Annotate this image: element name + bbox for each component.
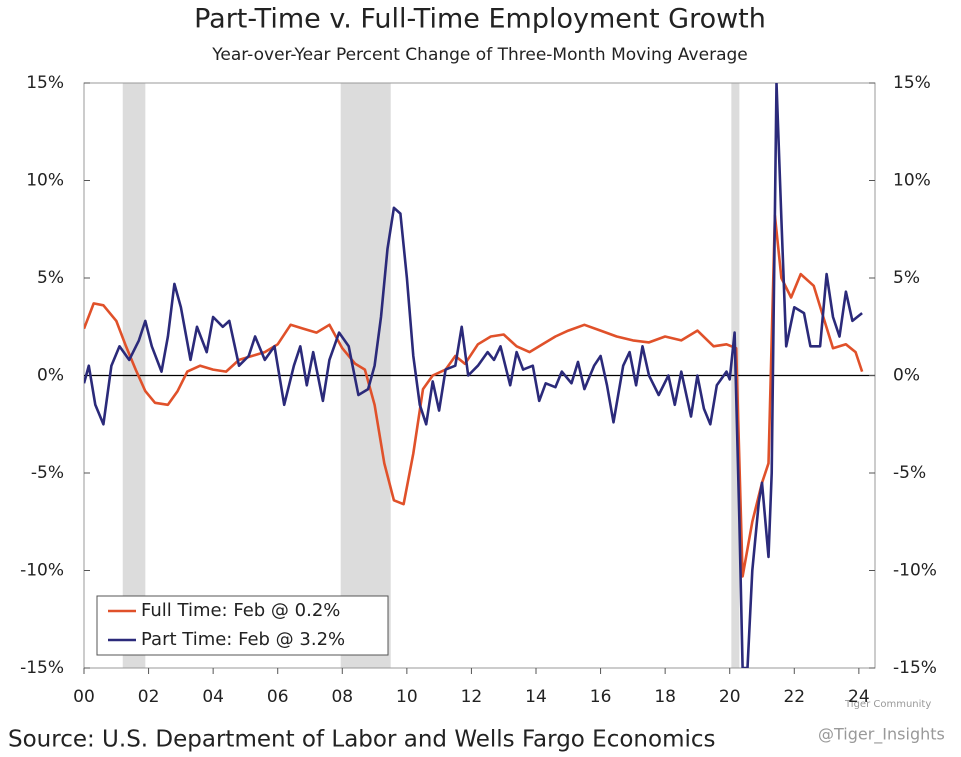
legend-box [96, 595, 389, 656]
y2-tick-label: -15% [893, 658, 937, 678]
x-tick-label: 12 [461, 687, 483, 707]
source: Source: U.S. Department of Labor and Wel… [8, 727, 716, 753]
y-tick-label: 0% [37, 366, 64, 386]
axes: -15% -10% -5% 0% 5% 10% 15% -15% -10% -5% 0% 5% 10% 1… [20, 73, 937, 707]
lines [84, 83, 864, 668]
x-tick-label: 02 [138, 687, 160, 707]
series-line [84, 214, 864, 578]
y-tick-label: 15% [26, 73, 64, 93]
y-tick-label: -5% [31, 463, 64, 483]
chart-subtitle: Year-over-Year Percent Change of Three-M… [211, 45, 747, 65]
y2-tick-label: 5% [893, 268, 920, 288]
x-tick-label: 06 [267, 687, 289, 707]
chart-title: Part-Time v. Full-Time Employment Growth [194, 4, 766, 35]
x-tick-label: 22 [783, 687, 805, 707]
x-tick-label: 16 [590, 687, 612, 707]
x-tick-label: 04 [202, 687, 224, 707]
y-tick-label: 10% [26, 171, 64, 191]
y-tick-label: -10% [20, 561, 64, 581]
legend-label: Full Time: Feb @ 0.2% [141, 600, 340, 621]
x-tick-label: 14 [525, 687, 547, 707]
watermark: @Tiger_Insights [818, 725, 945, 745]
x-tick-label: 24 [848, 687, 870, 707]
x-tick-label: 08 [331, 687, 353, 707]
watermark: Tiger Community [844, 699, 931, 710]
x-tick-label: 00 [73, 687, 95, 707]
y2-tick-label: 10% [893, 171, 931, 191]
y2-tick-label: 0% [893, 366, 920, 386]
y2-tick-label: -5% [893, 463, 926, 483]
series-line [84, 83, 863, 668]
y2-tick-label: -10% [893, 561, 937, 581]
y-tick-label: -15% [20, 658, 64, 678]
y2-tick-label: 15% [893, 73, 931, 93]
x-tick-label: 18 [654, 687, 676, 707]
legend-label: Part Time: Feb @ 3.2% [141, 629, 345, 650]
x-tick-label: 20 [719, 687, 741, 707]
y-tick-label: 5% [37, 268, 64, 288]
legend: Full Time: Feb @ 0.2% Part Time: Feb @ 3.… [96, 595, 389, 656]
x-tick-label: 10 [396, 687, 418, 707]
